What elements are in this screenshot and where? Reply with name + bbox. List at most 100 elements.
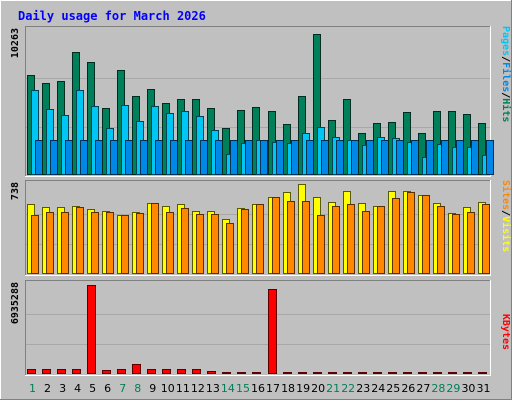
x-tick-label: 23 [356, 382, 370, 395]
y-axis-max-label: 10263 [10, 28, 21, 58]
axis-title-hits: Hits [500, 98, 512, 122]
bar-kbytes [478, 372, 487, 374]
bar-pages [35, 140, 43, 175]
y-axis-max-label: 738 [10, 182, 21, 200]
bar-pages [486, 140, 494, 175]
x-tick-label: 17 [266, 382, 280, 395]
panel-hits: 10263 Pages/Files/Hits [10, 26, 512, 177]
chart-title: Daily usage for March 2026 [18, 9, 206, 23]
x-tick-label: 27 [416, 382, 430, 395]
y-axis-title: Pages/Files/Hits [500, 26, 512, 122]
bar-sites [196, 214, 204, 274]
bar-sites [61, 212, 69, 274]
bar-sites [482, 204, 490, 274]
bar-sites [241, 209, 249, 274]
bar-sites [181, 208, 189, 274]
bar-kbytes [268, 289, 277, 374]
x-tick-label: 21 [326, 382, 340, 395]
bar-pages [456, 140, 464, 175]
bar-sites [392, 198, 400, 274]
bar-pages [381, 140, 389, 175]
bar-kbytes [283, 372, 292, 374]
bar-pages [411, 140, 419, 175]
bar-kbytes [207, 371, 216, 374]
x-tick-label: 31 [476, 382, 490, 395]
y-axis-title: Sites/Visits [500, 180, 512, 252]
x-tick-label: 7 [119, 382, 126, 395]
x-tick-label: 3 [59, 382, 66, 395]
bar-kbytes [433, 372, 442, 374]
bar-pages [441, 140, 449, 175]
bar-pages [125, 140, 133, 175]
x-tick-label: 14 [221, 382, 235, 395]
x-tick-label: 25 [386, 382, 400, 395]
bar-sites [272, 197, 280, 274]
bar-pages [471, 140, 479, 175]
bar-sites [422, 195, 430, 274]
x-tick-label: 4 [74, 382, 81, 395]
x-tick-label: 1 [29, 382, 36, 395]
bars-hits [27, 34, 494, 175]
axis-title-pages: Pages [500, 26, 511, 56]
axis-title-sites: Sites [500, 180, 512, 210]
x-tick-label: 22 [341, 382, 355, 395]
axis-title-visits: Visits [500, 216, 512, 252]
axis-title-files: Files [500, 62, 512, 92]
bar-sites [452, 214, 460, 274]
bar-sites [106, 212, 114, 274]
x-tick-label: 15 [236, 382, 250, 395]
bar-kbytes [27, 369, 36, 374]
bar-kbytes [373, 372, 382, 374]
y-axis-max-label: 6935288 [10, 282, 21, 324]
x-tick-label: 8 [134, 382, 141, 395]
bar-pages [245, 140, 253, 175]
bar-kbytes [403, 372, 412, 374]
bar-kbytes [162, 369, 171, 374]
x-tick-label: 5 [89, 382, 96, 395]
bar-pages [321, 140, 329, 175]
bar-pages [80, 140, 88, 175]
x-tick-label: 2 [44, 382, 51, 395]
bar-kbytes [177, 369, 186, 374]
x-axis-labels: 1 2 3 4 5 6 7 8 9 10 11 12 13 14 15 16 17 18 19 20 21 22 23 24 2… [29, 382, 490, 395]
bar-sites [166, 212, 174, 274]
chart-panels: 10263 Pages/Files/Hits 738 Sites/Visits 6935… [10, 26, 512, 376]
x-tick-label: 9 [149, 382, 156, 395]
x-tick-label: 12 [191, 382, 205, 395]
bar-sites [302, 201, 310, 274]
bar-pages [396, 140, 404, 175]
x-tick-label: 24 [371, 382, 385, 395]
bars-kbytes [27, 285, 487, 374]
bar-kbytes [463, 372, 472, 374]
y-axis-title: KBytes [500, 314, 511, 350]
bar-sites [287, 201, 295, 274]
bar-pages [276, 140, 284, 175]
bar-kbytes [132, 364, 141, 374]
x-tick-label: 20 [311, 382, 325, 395]
x-tick-label: 16 [251, 382, 265, 395]
bar-kbytes [388, 372, 397, 374]
bar-pages [336, 140, 344, 175]
x-tick-label: 19 [296, 382, 310, 395]
x-tick-label: 29 [446, 382, 460, 395]
bar-sites [226, 223, 234, 274]
bar-sites [332, 206, 340, 274]
bar-kbytes [57, 369, 66, 374]
bar-kbytes [418, 372, 427, 374]
bar-pages [230, 140, 238, 175]
bar-kbytes [117, 369, 126, 374]
bar-sites [362, 211, 370, 274]
bar-sites [377, 206, 385, 274]
bar-pages [50, 140, 58, 175]
x-tick-label: 10 [161, 382, 175, 395]
bar-pages [215, 140, 223, 175]
bar-pages [351, 140, 359, 175]
bar-sites [256, 204, 264, 274]
bar-kbytes [343, 372, 352, 374]
bar-pages [65, 140, 73, 175]
bar-pages [366, 140, 374, 175]
bar-sites [76, 207, 84, 274]
bar-kbytes [192, 369, 201, 374]
bar-kbytes [72, 369, 81, 374]
bar-pages [110, 140, 118, 175]
